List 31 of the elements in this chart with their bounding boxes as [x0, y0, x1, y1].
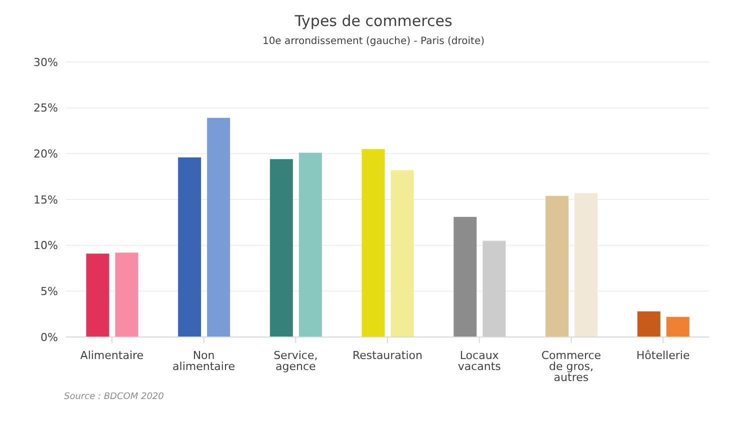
x-tick-label: Restauration	[352, 348, 423, 362]
x-tick-label: Service, agence	[274, 348, 318, 373]
chart-title: Types de commerces	[294, 12, 454, 30]
bar	[666, 316, 690, 337]
bar	[178, 157, 202, 337]
source-note: Source : BDCOM 2020	[64, 392, 164, 402]
bar	[86, 254, 110, 337]
bar	[482, 240, 506, 337]
bar	[207, 118, 230, 337]
y-tick-label: 10%	[34, 239, 58, 252]
bar	[298, 152, 322, 337]
x-tick-label: Commerce de gros, autres	[541, 348, 602, 384]
x-tick-label: Non alimentaire	[172, 348, 236, 373]
bar	[362, 149, 385, 337]
bar	[637, 311, 660, 337]
bar	[270, 159, 293, 337]
chart-subtitle: 10e arrondissement (gauche) - Paris (droite)	[261, 36, 486, 47]
y-tick-label: 0%	[40, 330, 58, 344]
bar	[545, 196, 568, 337]
y-tick-label: 5%	[40, 285, 58, 298]
y-tick-label: 30%	[34, 56, 58, 69]
bar	[115, 252, 138, 337]
y-tick-label: 20%	[34, 148, 58, 161]
x-tick-label: Alimentaire	[80, 348, 144, 362]
bar	[454, 216, 477, 337]
bar	[390, 170, 414, 337]
x-tick-label: Locaux vacants	[458, 348, 502, 373]
bar	[574, 193, 598, 337]
y-tick-label: 25%	[34, 102, 58, 115]
x-tick-label: Hôtellerie	[636, 348, 690, 362]
y-tick-label: 15%	[34, 193, 58, 206]
